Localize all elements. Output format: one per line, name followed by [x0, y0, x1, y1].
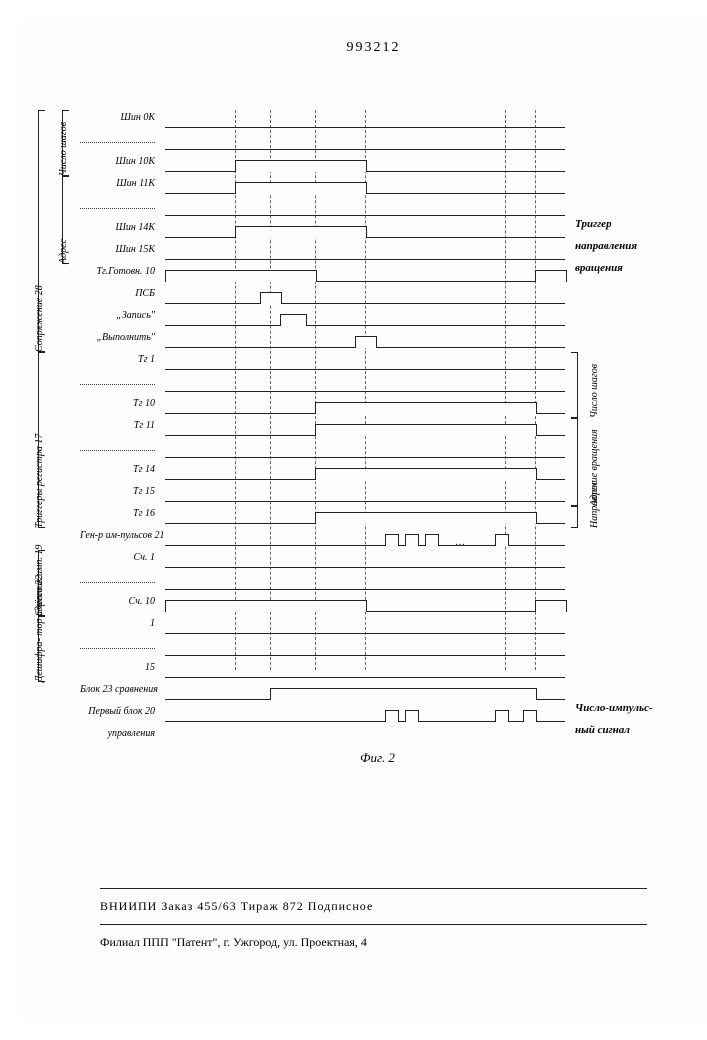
signal-row: „Запись": [80, 308, 660, 330]
footer-line-2: Филиал ППП "Патент", г. Ужгород, ул. Про…: [100, 935, 647, 950]
signal-row: Тг.Готовн. 10: [80, 264, 660, 286]
signal-row: „Выполнить": [80, 330, 660, 352]
group-label: Дешифра- тор адреса 22: [34, 575, 45, 682]
signal-label: Тг 14: [80, 464, 155, 475]
signal-label: Ген-р им-пульсов 21: [80, 530, 155, 541]
signal-row: [80, 132, 660, 154]
right-annotation: направления: [575, 240, 637, 252]
signal-label: „Выполнить": [80, 332, 155, 343]
signal-row: Ген-р им-пульсов 21…: [80, 528, 660, 550]
figure-label: Фиг. 2: [360, 750, 395, 766]
right-annotation: Число-импульс-: [575, 702, 653, 714]
right-annotation: вращения: [575, 262, 623, 274]
footer-line-1: ВНИИПИ Заказ 455/63 Тираж 872 Подписное: [100, 899, 647, 914]
signal-row: 1: [80, 616, 660, 638]
signal-row: Шин 11К: [80, 176, 660, 198]
signal-label: Тг 15: [80, 486, 155, 497]
signal-label: Шин 15К: [80, 244, 155, 255]
signal-label: Первый блок 20: [80, 706, 155, 717]
signal-label: ПСБ: [80, 288, 155, 299]
signal-label: „Запись": [80, 310, 155, 321]
right-annotation: ный сигнал: [575, 724, 630, 736]
signal-row: управления: [80, 726, 660, 748]
document-number: 993212: [347, 40, 401, 56]
group-label: Триггеры регистра 17: [34, 434, 45, 528]
right-annotation: Триггер: [575, 218, 612, 230]
signal-row: Шин 0К: [80, 110, 660, 132]
signal-row: [80, 198, 660, 220]
signal-row: Первый блок 20: [80, 704, 660, 726]
signal-label: Шин 14К: [80, 222, 155, 233]
signal-row: Сч. 10: [80, 594, 660, 616]
signal-row: Шин 14К: [80, 220, 660, 242]
signal-row: 15: [80, 660, 660, 682]
signal-label: Шин 10К: [80, 156, 155, 167]
group-label: Число шагов: [58, 122, 69, 176]
signal-label: Тг 10: [80, 398, 155, 409]
group-label-right: Число шагов: [589, 364, 600, 418]
signal-label: Сч. 10: [80, 596, 155, 607]
signal-row: Сч. 1: [80, 550, 660, 572]
signal-row: Блок 23 сравнения: [80, 682, 660, 704]
signal-row: ПСБ: [80, 286, 660, 308]
signal-label: Сч. 1: [80, 552, 155, 563]
signal-label: Тг 1: [80, 354, 155, 365]
signal-row: Шин 10К: [80, 154, 660, 176]
signal-label: Тг 16: [80, 508, 155, 519]
timing-diagram: Шин 0К Шин 10К Шин 11К Шин 14К Шин 15К Тг.Гот…: [80, 110, 660, 758]
signal-label: 1: [80, 618, 155, 629]
signal-label: Тг.Готовн. 10: [80, 266, 155, 277]
signal-label: управления: [80, 728, 155, 739]
signal-row: [80, 638, 660, 660]
signal-label: 15: [80, 662, 155, 673]
signal-label: Блок 23 сравнения: [80, 684, 155, 695]
signal-label: Шин 11К: [80, 178, 155, 189]
footer: ВНИИПИ Заказ 455/63 Тираж 872 Подписное …: [100, 878, 647, 950]
signal-label: Тг 11: [80, 420, 155, 431]
signal-row: Шин 15К: [80, 242, 660, 264]
signal-row: [80, 572, 660, 594]
group-label: Сопряжение 28: [34, 285, 45, 352]
group-label: Адрес: [58, 239, 69, 264]
signal-label: Шин 0К: [80, 112, 155, 123]
group-label-right: Направление вращения: [589, 429, 600, 528]
